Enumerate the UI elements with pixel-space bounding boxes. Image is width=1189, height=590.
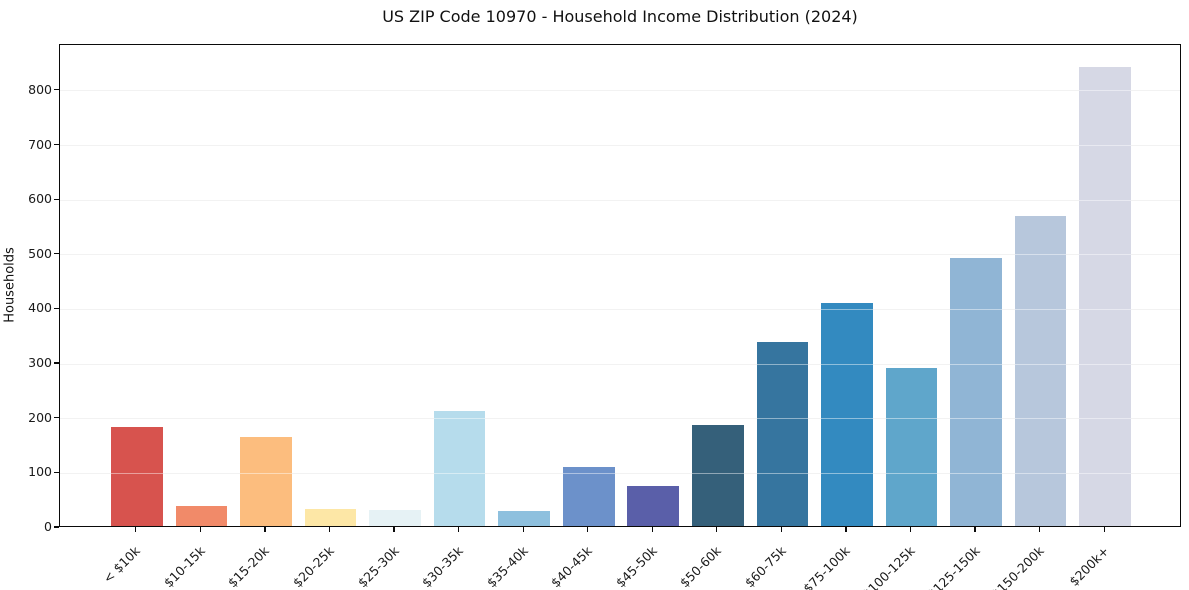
y-tick-mark-0 [54,526,59,528]
bar-$60-75k [756,342,809,526]
x-tick-mark-$35-40k [522,527,524,532]
x-tick-mark-$25-30k [393,527,395,532]
x-tick-mark-$15-20k [264,527,266,532]
gridline-overlay-y-600 [60,199,1180,201]
bar-$100-125k [885,368,938,526]
x-tick-mark-$60-75k [780,527,782,532]
bar-$150-200k [1014,215,1067,526]
y-tick-label-400: 400 [28,300,52,316]
x-tick-label-text: $25-30k [354,543,402,590]
x-tick-mark-$75-100k [845,527,847,532]
x-tick-label-text: $125-150k [924,543,983,590]
gridline-y-500 [60,254,1180,256]
x-tick-mark-$50-60k [716,527,718,532]
x-tick-label-text: $150-200k [988,543,1047,590]
x-tick-label-text: $40-45k [547,543,596,590]
gridline-y-700 [60,145,1180,147]
bar-$30-35k [433,411,486,526]
plot-area [59,44,1181,527]
y-tick-mark-500 [54,253,59,255]
gridline-y-200 [60,418,1180,420]
bar-$35-40k [498,511,550,526]
gridline-overlay-y-200 [60,418,1180,420]
y-tick-label-600: 600 [28,191,52,207]
x-tick-mark-$10-15k [199,527,201,532]
bar-$10-15k [175,506,228,526]
y-tick-label-100: 100 [28,464,52,480]
y-tick-mark-400 [54,307,59,310]
gridline-overlay-y-500 [60,254,1180,256]
x-tick-label-text: $60-75k [741,543,789,590]
y-tick-mark-800 [54,89,59,91]
x-tick-mark-$100-125k [909,527,912,532]
x-tick-mark-$150-200k [1039,527,1041,532]
y-tick-label-800: 800 [28,81,52,97]
gridline-overlay-y-400 [60,308,1180,310]
bar-$20-25k [304,508,357,526]
x-tick-mark-$125-150k [974,527,976,532]
y-tick-label-0: 0 [44,519,52,534]
x-tick-mark-$45-50k [651,527,653,532]
gridline-y-600 [60,199,1180,201]
x-tick-mark-$40-45k [587,527,589,532]
x-tick-label-text: $50-60k [677,543,725,590]
bar-$75-100k [821,303,873,526]
bar-$200k+ [1079,67,1131,526]
x-tick-label-text: $45-50k [612,543,660,590]
x-tick-label-text: $15-20k [225,543,273,590]
y-tick-mark-200 [54,417,59,419]
gridline-y-800 [60,90,1180,92]
y-tick-mark-300 [54,362,59,364]
x-tick-label-text: $10-15k [160,543,208,590]
bar-$50-60k [692,424,744,526]
y-tick-label-300: 300 [28,355,52,371]
x-tick-mark-< $10k [135,527,137,532]
x-tick-mark-$30-35k [458,527,460,532]
y-tick-label-700: 700 [28,136,52,152]
gridline-y-300 [60,363,1180,365]
gridline-overlay-y-800 [60,90,1180,92]
gridline-overlay-y-300 [60,363,1180,365]
bar-$125-150k [950,258,1002,526]
y-tick-mark-100 [54,471,59,473]
x-tick-label-text: $30-35k [418,543,466,590]
y-tick-mark-600 [54,198,59,200]
x-tick-mark-$20-25k [328,527,331,532]
bar-$25-30k [369,510,421,526]
x-tick-mark-$200k+ [1103,527,1105,532]
y-tick-label-500: 500 [28,245,52,261]
x-tick-label-text: $200k+ [1065,543,1112,589]
gridline-y-100 [60,472,1180,474]
bar-$15-20k [240,436,292,526]
y-tick-mark-700 [54,143,59,146]
x-tick-label-text: $35-40k [483,543,531,590]
gridline-overlay-y-100 [60,472,1180,474]
x-tick-label-text: < $10k [100,543,144,587]
chart-title: US ZIP Code 10970 - Household Income Dis… [382,7,858,26]
bar-$45-50k [627,486,680,526]
x-tick-label-text: $100-125k [859,543,918,590]
bar-< $10k [111,426,163,526]
x-tick-label-text: $20-25k [289,543,337,590]
gridline-overlay-y-700 [60,145,1180,147]
gridline-y-400 [60,308,1180,310]
bar-$40-45k [562,467,615,526]
y-tick-label-200: 200 [28,409,52,425]
x-tick-label-text: $75-100k [800,543,854,590]
